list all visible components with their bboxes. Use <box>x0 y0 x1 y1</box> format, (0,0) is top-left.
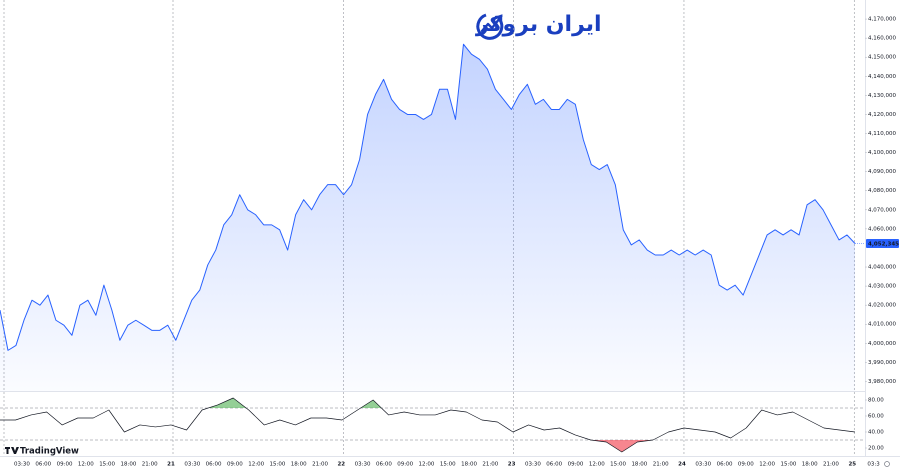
y-tick-label: 80.00 <box>868 398 884 404</box>
y-tick-label: 4,080,000 <box>868 188 896 194</box>
y-tick-label: 4,060,000 <box>868 226 896 232</box>
last-price-label: 4,052,345 <box>868 241 899 247</box>
y-tick-label: 4,120,000 <box>868 112 896 118</box>
x-tick-label: 12:00 <box>589 462 605 468</box>
oscillator-line <box>0 397 856 453</box>
watermark-text: ایران بروکر <box>475 12 602 37</box>
x-tick-label: 23 <box>508 462 516 468</box>
brand-text: TradingView <box>20 447 79 457</box>
y-tick-label: 20.00 <box>868 446 884 452</box>
y-tick-label: 60.00 <box>868 414 884 420</box>
x-tick-label: 03:30 <box>525 462 541 468</box>
y-tick-label: 4,000,000 <box>868 341 896 347</box>
x-tick-label: 15:00 <box>610 462 626 468</box>
x-tick-label: 21 <box>167 462 175 468</box>
x-tick-label: 18:00 <box>802 462 818 468</box>
x-tick-label: 12:00 <box>78 462 94 468</box>
x-tick-label: 21:00 <box>482 462 498 468</box>
x-tick-label: 12:00 <box>248 462 264 468</box>
x-tick-label: 09:00 <box>568 462 584 468</box>
x-tick-label: 03:30 <box>355 462 371 468</box>
x-tick-label: 06:00 <box>376 462 392 468</box>
y-tick-label: 4,170,000 <box>868 17 896 23</box>
x-tick-label: 09:00 <box>738 462 754 468</box>
area-fill <box>0 44 855 391</box>
x-tick-label: 15:00 <box>780 462 796 468</box>
y-tick-label: 40.00 <box>868 430 884 436</box>
x-tick-label: 03:30 <box>14 462 30 468</box>
x-tick-label: 18:00 <box>631 462 647 468</box>
watermark-logo: ایران بروکر <box>475 12 602 40</box>
x-tick-label: 21:00 <box>653 462 669 468</box>
x-tick-label: 21:00 <box>312 462 328 468</box>
x-tick-label: 12:00 <box>419 462 435 468</box>
y-tick-label: 4,010,000 <box>868 322 896 328</box>
x-tick-label: 03:30 <box>184 462 200 468</box>
settings-icon[interactable] <box>884 461 890 467</box>
x-tick-label: 15:00 <box>270 462 286 468</box>
x-tick-label: 09:00 <box>397 462 413 468</box>
brand-mark <box>5 447 19 454</box>
y-tick-label: 4,130,000 <box>868 93 896 99</box>
x-tick-label: 18:00 <box>291 462 307 468</box>
y-tick-label: 4,100,000 <box>868 150 896 156</box>
x-tick-label: 25 <box>848 462 856 468</box>
y-tick-label: 4,070,000 <box>868 207 896 213</box>
y-tick-label: 3,980,000 <box>868 379 896 385</box>
y-tick-label: 4,030,000 <box>868 284 896 290</box>
y-tick-label: 4,040,000 <box>868 265 896 271</box>
x-tick-label: 06:00 <box>35 462 51 468</box>
x-tick-label: 12:00 <box>759 462 775 468</box>
x-tick-label: 18:00 <box>461 462 477 468</box>
x-tick-label: 09:00 <box>57 462 73 468</box>
x-tick-label: 18:00 <box>120 462 136 468</box>
logo-ring <box>476 13 504 40</box>
y-tick-label: 4,150,000 <box>868 55 896 61</box>
x-tick-label: 21:00 <box>142 462 158 468</box>
x-tick-label: 06:00 <box>206 462 222 468</box>
x-tick-label: 21:00 <box>823 462 839 468</box>
y-tick-label: 4,110,000 <box>868 131 896 137</box>
x-tick-label: 15:00 <box>99 462 115 468</box>
x-tick-label: 06:00 <box>546 462 562 468</box>
x-tick-label: 24 <box>678 462 686 468</box>
y-tick-label: 3,990,000 <box>868 360 896 366</box>
x-tick-label: 03:3 <box>867 462 880 468</box>
x-tick-label: 15:00 <box>440 462 456 468</box>
x-tick-label: 09:00 <box>227 462 243 468</box>
y-tick-label: 4,090,000 <box>868 169 896 175</box>
x-tick-label: 03:30 <box>695 462 711 468</box>
x-tick-label: 22 <box>337 462 345 468</box>
y-tick-label: 4,020,000 <box>868 303 896 309</box>
brand-logo: TradingView <box>5 447 79 457</box>
y-tick-label: 4,160,000 <box>868 36 896 42</box>
y-tick-label: 4,140,000 <box>868 74 896 80</box>
last-price-badge <box>866 238 899 248</box>
logo-arrow <box>480 15 503 33</box>
x-tick-label: 06:00 <box>717 462 733 468</box>
price-line <box>0 43 856 351</box>
